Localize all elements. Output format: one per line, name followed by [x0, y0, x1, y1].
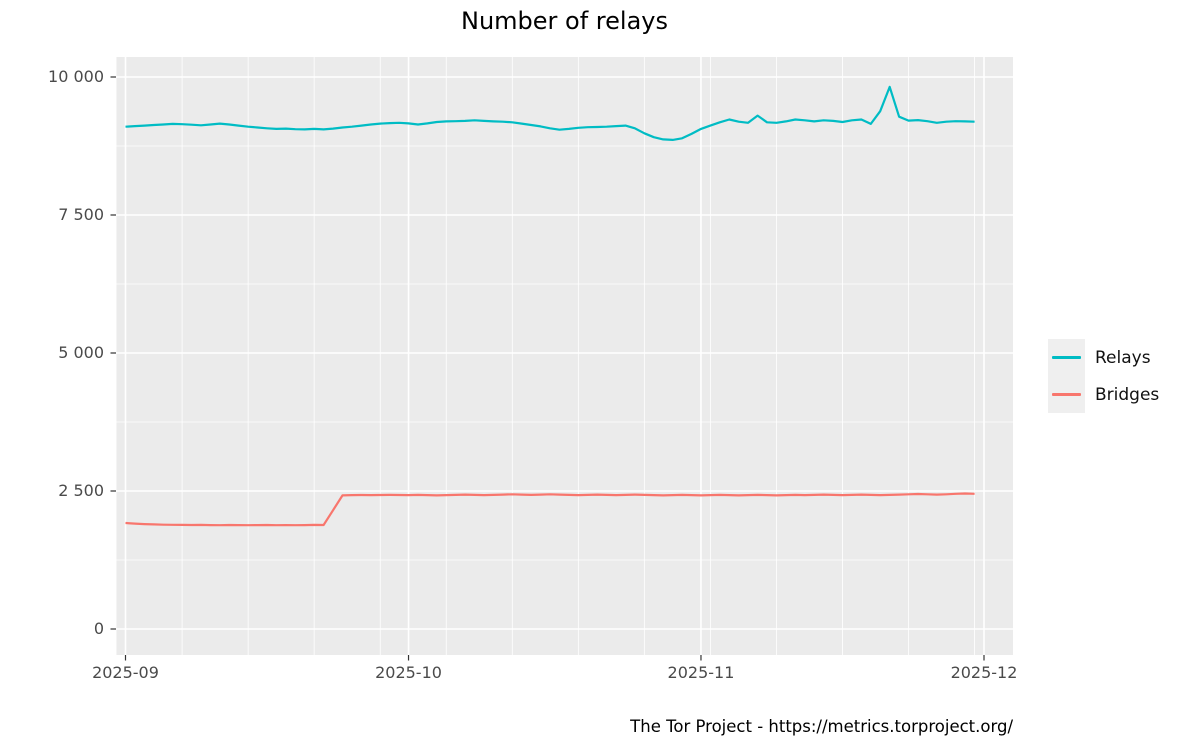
y-tick-label: 2 500: [58, 481, 104, 500]
y-tick-label: 7 500: [58, 205, 104, 224]
relays-series-line: [125, 85, 975, 141]
legend-key-relays: [1048, 339, 1085, 376]
bridges-series-line: [125, 492, 975, 527]
x-tick-label: 2025-10: [375, 663, 442, 682]
x-tick-label: 2025-12: [950, 663, 1018, 682]
legend-label-bridges: Bridges: [1095, 384, 1160, 405]
legend-label-relays: Relays: [1095, 347, 1151, 368]
source-caption: The Tor Project - https://metrics.torpro…: [630, 717, 1013, 736]
chart-title: Number of relays: [461, 7, 668, 35]
y-tick-label: 0: [93, 619, 104, 638]
x-tick-label: 2025-09: [92, 663, 159, 682]
legend-item-bridges: Bridges: [1048, 376, 1159, 413]
legend-key-bridges: [1048, 376, 1085, 413]
x-tick-label: 2025-11: [667, 663, 735, 682]
relays-line-swatch: [1052, 356, 1081, 359]
y-tick-label: 10 000: [48, 67, 104, 86]
legend-item-relays: Relays: [1048, 339, 1159, 376]
panel-background: [116, 57, 1013, 655]
y-tick-label: 5 000: [58, 343, 104, 362]
legend: Relays Bridges: [1048, 339, 1159, 413]
bridges-line-swatch: [1052, 393, 1081, 396]
